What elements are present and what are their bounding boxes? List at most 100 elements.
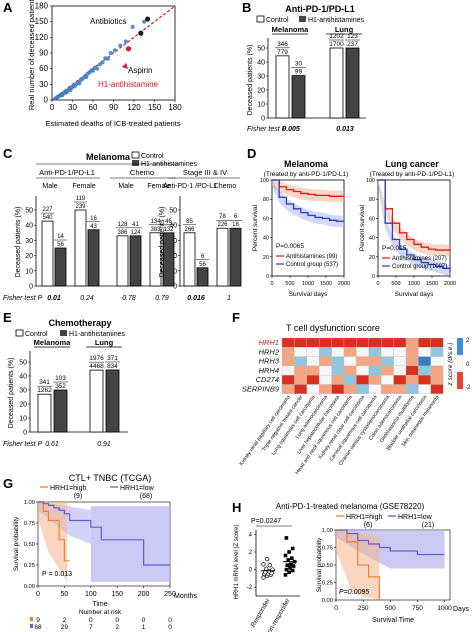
- scatter-point: [77, 81, 82, 86]
- control-bar: [116, 235, 129, 287]
- panel-g-ticks: 0 50 100 150 200 250 0.00 0.25 0.50 0.75 1.00: [24, 500, 176, 598]
- confidence-band: [90, 506, 170, 582]
- heatmap-cell: [368, 375, 382, 385]
- heatmap-cell: [430, 375, 444, 385]
- colorbar-segment: [456, 354, 464, 373]
- control-bar: [275, 55, 290, 119]
- heatmap-cell: [343, 347, 357, 357]
- x-tick-label: 60: [89, 103, 98, 112]
- panel-e-pvalue-lung: 0.91: [97, 441, 111, 448]
- heatmap-cell: [281, 356, 295, 367]
- panel-c-sub-female: Female: [147, 183, 170, 190]
- survival-curve: [378, 179, 451, 272]
- heatmap-cell: [381, 356, 394, 367]
- heatmap-cell: [430, 384, 444, 394]
- y-tick-label: 0.50: [24, 542, 35, 548]
- fisher-pvalue: 1: [227, 295, 231, 302]
- heatmap-cell: [281, 347, 295, 357]
- panel-d-legend-left-control: Control group (537): [286, 262, 338, 268]
- panel-b-group-lung: Lung: [335, 25, 354, 34]
- y-tick-label: 80: [263, 197, 269, 203]
- y-tick-label: 40: [369, 236, 375, 242]
- highlight-point: [145, 16, 151, 22]
- h1-bar: [87, 229, 100, 287]
- heatmap-cell: [331, 365, 345, 376]
- bar-count-label: 128: [117, 222, 128, 228]
- bar-count-label: 41: [132, 222, 139, 228]
- nonresponder-point: [287, 570, 291, 575]
- responder-point: [261, 575, 266, 580]
- legend-control-swatch: [131, 151, 140, 159]
- heatmap-cell: [331, 375, 345, 385]
- panel-f: F T cell dysfunction score HRH1HRH2HRH3H…: [232, 310, 471, 476]
- panel-h-xlabel-km: Survival Time: [372, 617, 414, 624]
- h1-bar: [162, 232, 175, 287]
- y-tick-label: -2: [247, 585, 253, 591]
- panel-b-ylabel: Deceased patients (%): [247, 45, 254, 116]
- colorbar-segment: [457, 372, 463, 389]
- panel-d: D Melanoma (Treated by anti-PD-1/PD-L1) …: [247, 146, 456, 298]
- heatmap-cell: [381, 384, 394, 394]
- y-tick-label: 60: [369, 216, 375, 222]
- x-tick-label: 180: [168, 103, 182, 112]
- heatmap-cell: [393, 356, 407, 367]
- y-tick-label: 0: [29, 284, 33, 291]
- panel-f-column-labels: Kidney renal papillary cell carcinomaTri…: [239, 394, 441, 475]
- legend-control-swatch: [256, 15, 265, 23]
- x-tick-label: 120: [127, 103, 141, 112]
- heatmap-cell: [393, 347, 407, 357]
- heatmap-cell: [418, 337, 431, 348]
- colorbar-segment: [457, 338, 463, 355]
- x-tick-label: 50: [61, 591, 69, 598]
- panel-g-legend-count-high: (9): [74, 493, 83, 500]
- x-tick-label: 500: [391, 281, 400, 287]
- panel-a-ylabel: Real number of deceased patients: [27, 0, 36, 110]
- h1-bar: [345, 47, 360, 119]
- y-tick-label: 1.00: [24, 500, 35, 506]
- y-tick-label: 50: [169, 208, 177, 215]
- y-tick-label: 0.75: [24, 521, 35, 527]
- y-tick-label: 30: [25, 238, 33, 245]
- scatter-point: [130, 24, 135, 29]
- y-tick-label: 50: [19, 360, 27, 367]
- bar-count-label: 346: [277, 41, 288, 48]
- x-tick-label: 250: [358, 605, 369, 612]
- heatmap-cell: [418, 365, 431, 376]
- nonresponder-point: [290, 556, 294, 560]
- panel-g-risk-title: Number at risk: [79, 609, 122, 616]
- heatmap-cell: [405, 384, 419, 394]
- risk-count: 0: [115, 617, 119, 624]
- risk-count: 0: [168, 624, 172, 631]
- panel-h-ylabel-km: Survival probability: [316, 537, 323, 592]
- y-tick-label: 40: [19, 374, 27, 381]
- y-tick-label: 10: [19, 416, 27, 423]
- control-bar: [149, 232, 162, 287]
- x-tick-label: 500: [285, 281, 294, 287]
- control-bar: [41, 220, 54, 287]
- legend-h1-swatch: [132, 160, 139, 166]
- heatmap-cell: [281, 384, 295, 394]
- risk-count: 7: [89, 624, 93, 631]
- risk-count: 1: [142, 624, 146, 631]
- panel-d-legend-left-h1: Antihistamines (99): [286, 254, 337, 260]
- panel-c-header-icb: Anti-PD-1/PD-L1: [39, 168, 95, 177]
- panel-g-ylabel: Survival probability: [13, 516, 20, 571]
- panel-d-ylabel-right: Percent survival: [359, 204, 366, 251]
- panel-d-pvalue-right: P=0.015: [382, 245, 407, 252]
- heatmap-cell: [368, 384, 382, 394]
- heatmap-cell: [405, 375, 419, 385]
- responder-point: [261, 562, 266, 567]
- y-tick-label: 50: [257, 46, 265, 53]
- heatmap-cell: [281, 365, 295, 376]
- risk-count: 0: [89, 617, 93, 624]
- y-tick-label: 20: [263, 255, 269, 261]
- x-tick-label: 100: [85, 591, 97, 598]
- panel-f-title: T cell dysfunction score: [286, 323, 380, 333]
- x-tick-label: 250: [164, 591, 176, 598]
- fisher-pvalue: 0.01: [47, 295, 61, 302]
- panel-d-pvalue-left: P=0.0065: [276, 243, 304, 250]
- heatmap-cell: [393, 384, 407, 394]
- panel-b-pvalue-lung: 0.013: [336, 126, 354, 133]
- highlight-point: [125, 46, 132, 52]
